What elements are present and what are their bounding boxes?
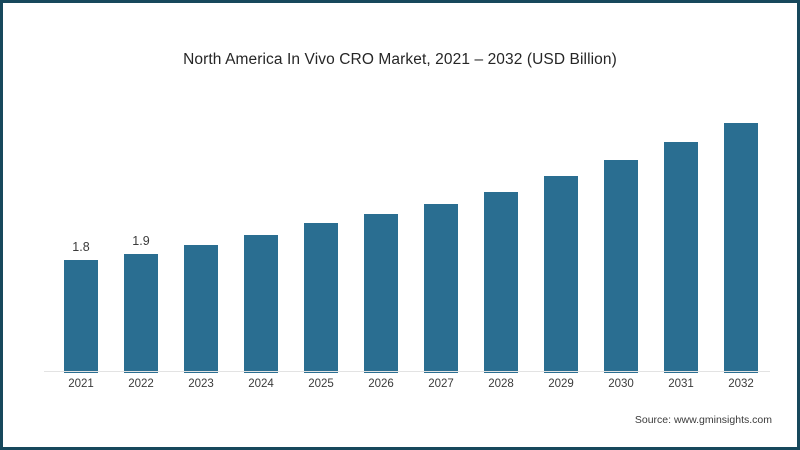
bar-group — [171, 101, 231, 373]
x-tick-label-2030: 2030 — [608, 378, 634, 390]
source-note: Source: www.gminsights.com — [634, 414, 772, 426]
bar-group — [711, 101, 771, 373]
bar-value-label-2021: 1.8 — [72, 240, 90, 255]
bar-group: 1.8 — [51, 101, 111, 373]
bar-2030[interactable] — [604, 160, 638, 373]
bar-2028[interactable] — [484, 191, 518, 373]
x-tick-label-2029: 2029 — [548, 378, 574, 390]
bar-group — [411, 101, 471, 373]
chart-inner-frame: North America In Vivo CRO Market, 2021 –… — [6, 6, 794, 444]
bar-2025[interactable] — [304, 222, 338, 373]
x-tick-label-2026: 2026 — [368, 378, 394, 390]
bar-2031[interactable] — [664, 141, 698, 373]
bar-2023[interactable] — [184, 244, 218, 373]
bar-group — [531, 101, 591, 373]
page-title: North America In Vivo CRO Market, 2021 –… — [183, 51, 617, 68]
x-tick-label-2025: 2025 — [308, 378, 334, 390]
bar-group — [231, 101, 291, 373]
x-tick-label-2023: 2023 — [188, 378, 214, 390]
bar-2024[interactable] — [244, 235, 278, 373]
bar-2032[interactable] — [724, 122, 758, 373]
bar-group: 1.9 — [111, 101, 171, 373]
bar-group — [651, 101, 711, 373]
x-tick-label-2021: 2021 — [68, 378, 94, 390]
bar-2026[interactable] — [364, 213, 398, 373]
bar-group — [471, 101, 531, 373]
x-tick-label-2022: 2022 — [128, 378, 154, 390]
bar-group — [291, 101, 351, 373]
x-tick-label-2024: 2024 — [248, 378, 274, 390]
bar-2029[interactable] — [544, 176, 578, 373]
bar-group — [591, 101, 651, 373]
x-tick-label-2031: 2031 — [668, 378, 694, 390]
bar-group — [351, 101, 411, 373]
x-tick-label-2028: 2028 — [488, 378, 514, 390]
bar-2021[interactable] — [64, 260, 98, 373]
plot-area: 1.8 1.9 — [44, 101, 768, 373]
x-axis-line — [44, 371, 770, 372]
bar-value-label-2022: 1.9 — [132, 234, 150, 249]
x-tick-label-2027: 2027 — [428, 378, 454, 390]
bar-2027[interactable] — [424, 204, 458, 373]
x-tick-label-2032: 2032 — [728, 378, 754, 390]
bar-2022[interactable] — [124, 254, 158, 373]
